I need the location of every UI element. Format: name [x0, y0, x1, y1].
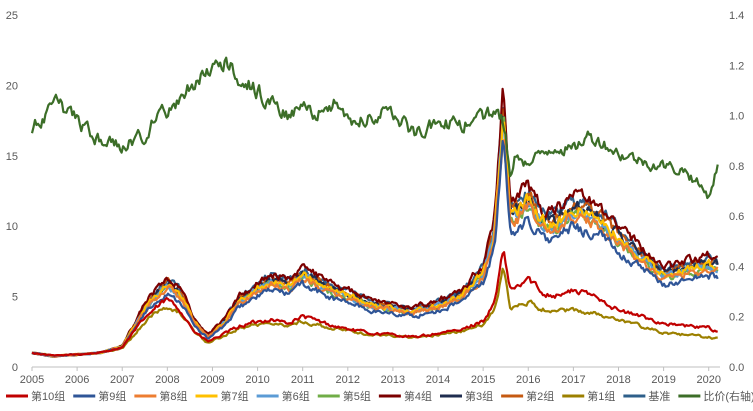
series-line-group-7: [31, 121, 718, 358]
x-tick-label: 2015: [471, 374, 495, 386]
legend-label-group-8: 第8组: [159, 389, 187, 403]
axes: 2005 2006 2007 2008 2009 2010 2011 2012 2013 2014…: [6, 10, 745, 386]
legend-label-price-ratio: 比价(右轴): [703, 389, 753, 403]
series-lines: [30, 56, 719, 358]
x-tick-label: 2018: [606, 374, 630, 386]
legend-label-group-2: 第2组: [526, 389, 554, 403]
x-tick-label: 2008: [155, 374, 179, 386]
series-line-group-10: [31, 251, 718, 357]
x-tick-label: 2019: [651, 374, 675, 386]
legend-label-group-3: 第3组: [465, 389, 493, 403]
x-tick-label: 2014: [426, 374, 450, 386]
y-left-tick-label: 15: [6, 151, 18, 163]
legend: 第10组 第9组 第8组 第7组 第6组 第5组 第4组 第3组 第2组 第1组 基准 比价(右轴): [6, 389, 753, 403]
y-right-tick-label: 1.4: [729, 10, 744, 22]
x-tick-label: 2011: [291, 374, 315, 386]
y-left-tick-label: 10: [6, 221, 18, 233]
legend-label-group-9: 第9组: [98, 389, 126, 403]
legend-label-group-10: 第10组: [31, 389, 65, 403]
y-right-tick-label: 0.4: [729, 261, 744, 273]
y-right-tick-label: 0.8: [729, 161, 744, 173]
x-tick-label: 2020: [696, 374, 720, 386]
legend-label-group-1: 第1组: [587, 389, 615, 403]
x-tick-label: 2012: [336, 374, 360, 386]
x-tick-label: 2007: [110, 374, 134, 386]
x-tick-label: 2006: [65, 374, 89, 386]
legend-label-group-4: 第4组: [404, 389, 432, 403]
series-line-group-4: [31, 87, 719, 358]
y-left-tick-label: 20: [6, 80, 18, 92]
x-tick-label: 2016: [516, 374, 540, 386]
y-right-tick-label: 0.2: [729, 312, 744, 324]
y-right-tick-label: 1.0: [729, 111, 744, 123]
x-tick-label: 2013: [381, 374, 405, 386]
series-line-price-ratio: [30, 56, 719, 200]
x-tick-label: 2009: [200, 374, 224, 386]
y-right-tick-label: 1.2: [729, 60, 744, 72]
legend-label-group-5: 第5组: [343, 389, 371, 403]
legend-label-group-7: 第7组: [221, 389, 249, 403]
y-right-tick-label: 0.0: [729, 362, 744, 374]
y-left-tick-label: 0: [12, 362, 18, 374]
legend-label-benchmark: 基准: [648, 390, 670, 403]
x-tick-label: 2005: [20, 374, 44, 386]
y-right-tick-label: 0.6: [729, 211, 744, 223]
y-left-tick-label: 25: [6, 10, 18, 22]
y-left-tick-label: 5: [12, 292, 18, 304]
x-tick-label: 2010: [245, 374, 269, 386]
legend-label-group-6: 第6组: [282, 389, 310, 403]
x-tick-label: 2017: [561, 374, 585, 386]
series-line-group-9: [31, 139, 719, 357]
